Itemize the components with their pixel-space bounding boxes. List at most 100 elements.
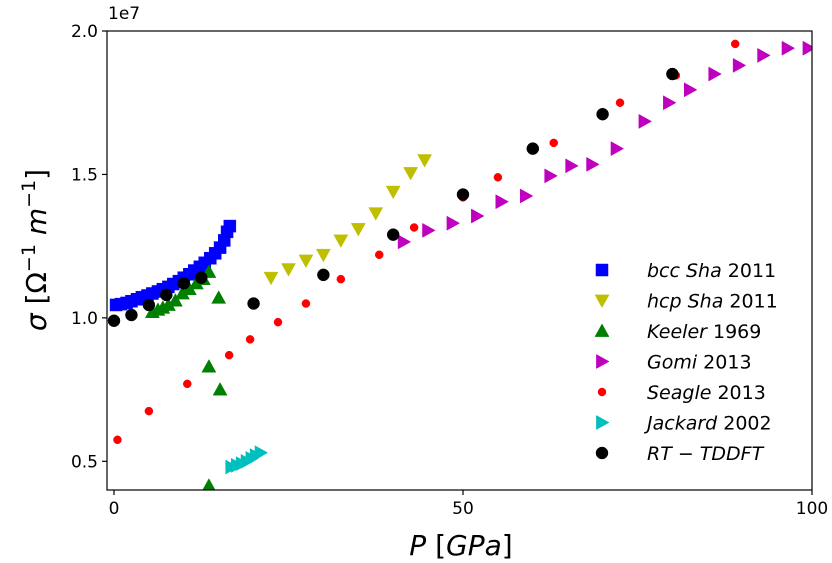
- legend-item: bcc Sha 2011: [595, 260, 776, 282]
- data-point: [245, 335, 255, 344]
- legend-item: RT − TDDFT: [595, 443, 765, 465]
- plot-area: [107, 39, 812, 490]
- data-point: [317, 268, 330, 282]
- data-point: [610, 141, 625, 157]
- data-point: [663, 95, 677, 111]
- legend-item: Keeler 1969: [594, 321, 761, 343]
- data-point: [732, 58, 747, 73]
- data-point: [125, 308, 138, 322]
- data-point: [493, 173, 503, 182]
- data-point: [144, 406, 154, 416]
- data-point: [757, 47, 771, 63]
- x-axis-ticks: 0 50 100: [109, 490, 828, 519]
- series-bcc-sha-2011: [109, 219, 237, 312]
- data-point: [495, 194, 509, 210]
- x-tick-label: 50: [452, 499, 474, 519]
- series-keeler-1969: [144, 264, 228, 490]
- data-point: [211, 290, 227, 304]
- legend-item: Jackard 2002: [596, 413, 772, 435]
- legend: bcc Sha 2011 hcp Sha 2011 Keeler 1969 Gomi …: [594, 260, 778, 465]
- legend-label: hcp Sha 2011: [647, 291, 778, 313]
- data-point: [730, 39, 740, 49]
- data-point: [781, 40, 796, 56]
- data-point: [142, 298, 156, 312]
- data-point: [183, 379, 192, 389]
- data-point: [549, 138, 558, 148]
- data-point: [422, 222, 436, 238]
- legend-label: Jackard 2002: [643, 413, 772, 435]
- data-point: [224, 350, 234, 360]
- data-point: [565, 158, 579, 174]
- data-point: [403, 167, 419, 181]
- y-tick-label: 2.0: [71, 22, 98, 42]
- data-point: [315, 248, 331, 263]
- series-seagle-2013: [113, 39, 740, 445]
- legend-item: hcp Sha 2011: [594, 291, 778, 313]
- data-point: [519, 188, 534, 204]
- data-point: [374, 250, 384, 260]
- data-point: [397, 234, 412, 250]
- data-point: [802, 40, 812, 56]
- data-point: [298, 254, 314, 269]
- data-point: [683, 82, 698, 98]
- data-point: [526, 142, 540, 155]
- data-point: [263, 271, 279, 286]
- data-point: [113, 435, 122, 445]
- data-point: [638, 113, 652, 129]
- x-tick-label: 100: [796, 499, 828, 519]
- data-point: [223, 219, 237, 233]
- data-point: [107, 314, 121, 327]
- data-point: [386, 228, 400, 241]
- data-point: [586, 156, 600, 172]
- data-point: [212, 382, 228, 396]
- data-point: [409, 223, 419, 232]
- data-point: [385, 185, 401, 200]
- plot-frame: [106, 30, 813, 491]
- legend-marker: [595, 263, 609, 277]
- y-tick-label: 1.5: [71, 165, 98, 185]
- legend-marker: [596, 415, 610, 430]
- legend-label: RT − TDDFT: [647, 443, 765, 465]
- y-axis-multiplier: 1e7: [108, 4, 140, 24]
- series-jackard-2002: [225, 445, 269, 475]
- data-point: [333, 234, 349, 248]
- data-point: [350, 223, 366, 237]
- y-axis-label: σ [Ω−1 m−1]: [18, 169, 53, 331]
- data-point: [281, 263, 296, 277]
- legend-marker: [597, 387, 607, 397]
- data-point: [194, 271, 208, 284]
- data-point: [202, 478, 216, 490]
- legend-item: Gomi 2013: [596, 352, 752, 374]
- data-point: [446, 215, 461, 231]
- legend-marker: [596, 354, 610, 369]
- x-tick-label: 0: [109, 499, 120, 519]
- series-hcp-sha-2011: [263, 154, 433, 286]
- data-point: [301, 299, 311, 308]
- y-tick-label: 0.5: [71, 452, 98, 472]
- legend-item: Seagle 2013: [597, 382, 766, 404]
- data-point: [336, 274, 346, 284]
- legend-label: Keeler 1969: [647, 321, 761, 343]
- data-point: [471, 208, 485, 224]
- legend-label: bcc Sha 2011: [647, 260, 776, 282]
- data-point: [708, 66, 722, 82]
- legend-label: Gomi 2013: [647, 352, 752, 374]
- data-point: [596, 107, 609, 121]
- data-point: [666, 67, 679, 81]
- legend-marker: [594, 294, 610, 309]
- legend-marker: [595, 446, 609, 460]
- data-point: [160, 288, 173, 302]
- data-point: [167, 293, 183, 307]
- data-point: [417, 154, 433, 168]
- data-point: [177, 277, 191, 290]
- data-point: [201, 359, 217, 373]
- data-point: [247, 297, 260, 310]
- data-point: [615, 98, 625, 107]
- series-rt-tddft: [107, 67, 679, 327]
- series-gomi-2013: [397, 40, 812, 250]
- data-point: [254, 445, 269, 461]
- data-point: [368, 207, 384, 221]
- legend-marker: [594, 323, 610, 337]
- data-point: [544, 168, 558, 184]
